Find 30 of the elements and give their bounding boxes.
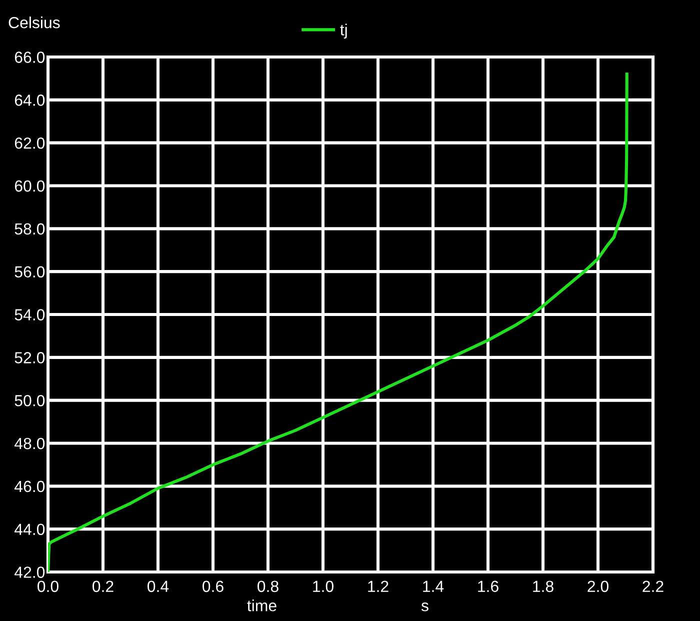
y-tick-label: 46.0 [14, 480, 45, 492]
y-tick-label: 42.0 [14, 566, 45, 578]
x-axis-title: time [247, 600, 276, 612]
y-tick-label: 54.0 [14, 309, 45, 320]
x-tick-label: 0.8 [258, 580, 278, 592]
x-tick-label: 2.2 [642, 580, 664, 592]
x-tick-label: 1.8 [533, 580, 554, 592]
line-series [48, 72, 628, 572]
y-axis-title: Celsius [8, 16, 60, 28]
legend-label: tj [340, 24, 347, 39]
x-tick-label: 2.0 [588, 580, 608, 592]
x-tick-label: 1.6 [478, 580, 498, 592]
text: s [421, 602, 428, 612]
x-tick-label: 0.0 [38, 580, 58, 592]
y-tick-label: 50.0 [14, 394, 45, 406]
x-tick-label: 1.4 [423, 580, 444, 592]
x-tick-label: 0.4 [148, 580, 169, 592]
x-tick-label: 1.2 [368, 580, 388, 592]
x-tick-label: 1.0 [313, 580, 334, 592]
y-tick-label: 56.0 [14, 266, 45, 278]
x-tick-label: 0.2 [92, 580, 114, 592]
y-tick-label: 64.0 [14, 94, 45, 106]
y-tick-label: 62.0 [14, 137, 45, 149]
y-tick-label: 48.0 [14, 438, 45, 450]
x-tick-label: 0.6 [202, 580, 224, 592]
y-tick-label: 44.0 [14, 524, 45, 536]
y-tick-label: 66.0 [14, 52, 45, 63]
y-tick-label: 52.0 [14, 352, 45, 364]
y-tick-label: 58.0 [14, 223, 45, 235]
y-tick-label: 60.0 [14, 180, 45, 192]
